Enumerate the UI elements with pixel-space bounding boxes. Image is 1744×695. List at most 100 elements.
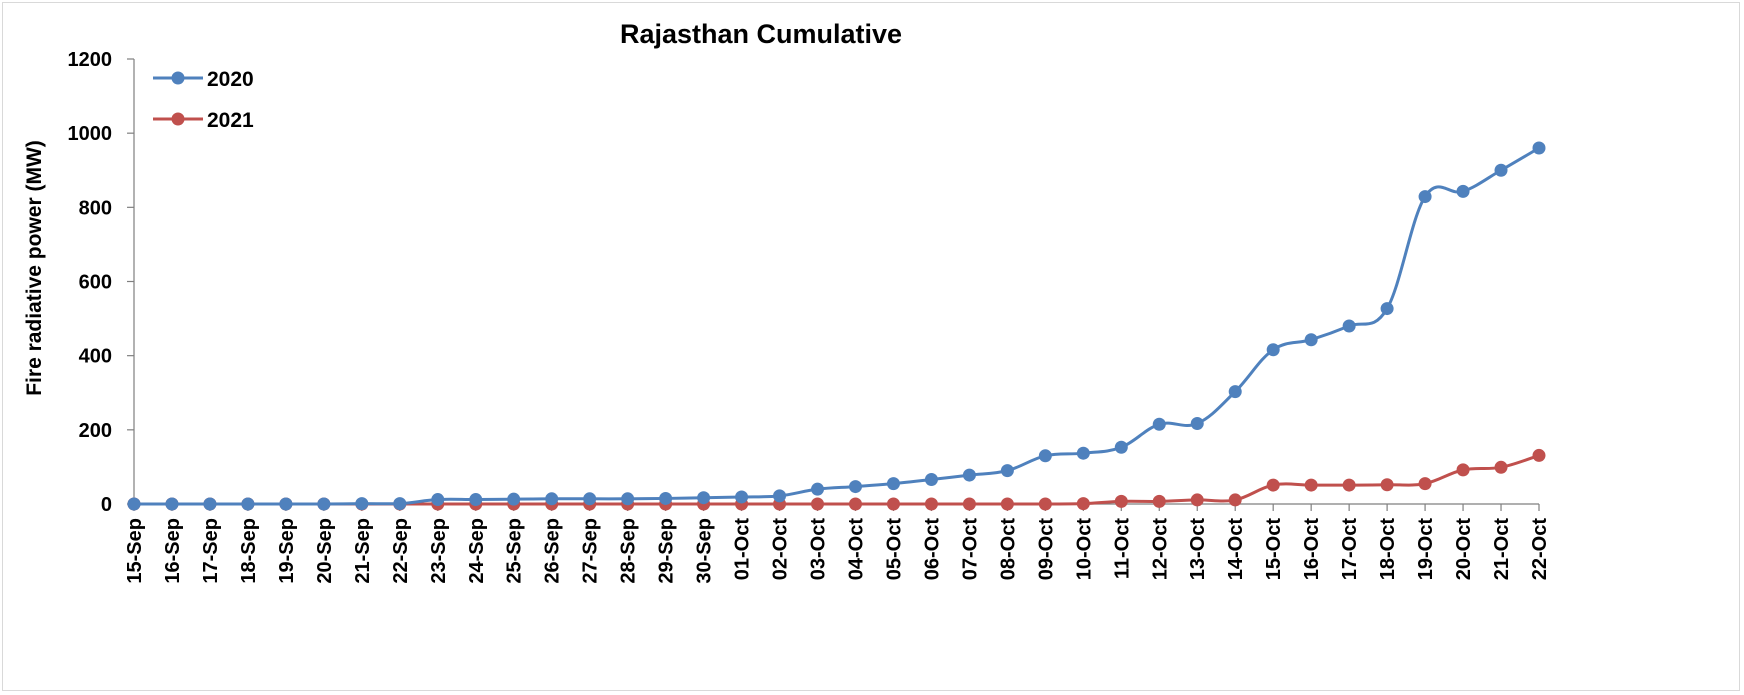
x-tick-label: 18-Oct <box>1377 518 1399 581</box>
x-tick-label: 10-Oct <box>1073 518 1095 581</box>
data-point-2021 <box>1228 493 1242 507</box>
data-point-2020 <box>1228 385 1242 399</box>
data-point-2020 <box>241 497 255 511</box>
data-point-2020 <box>545 492 559 506</box>
x-tick-label: 17-Oct <box>1339 518 1361 581</box>
data-point-2020 <box>1418 190 1432 204</box>
data-point-2021 <box>1304 478 1318 492</box>
data-point-2021 <box>1076 497 1090 511</box>
data-point-2020 <box>1494 163 1508 177</box>
data-point-2020 <box>1456 184 1470 198</box>
data-point-2021 <box>1418 477 1432 491</box>
x-tick-label: 30-Sep <box>694 518 716 584</box>
data-point-2020 <box>1266 343 1280 357</box>
data-point-2020 <box>886 477 900 491</box>
x-tick-label: 07-Oct <box>959 518 981 581</box>
y-tick-label: 400 <box>79 346 112 368</box>
x-tick-label: 03-Oct <box>808 518 830 581</box>
y-tick-label: 600 <box>79 272 112 294</box>
data-point-2020 <box>279 497 293 511</box>
data-point-2020 <box>848 480 862 494</box>
data-point-2020 <box>621 492 635 506</box>
data-point-2021 <box>1038 497 1052 511</box>
data-point-2020 <box>1380 302 1394 316</box>
line-chart: Rajasthan Cumulative Fire radiative powe… <box>23 19 1552 584</box>
data-point-2021 <box>1152 494 1166 508</box>
y-tick-label: 1200 <box>68 49 113 71</box>
data-point-2021 <box>1494 460 1508 474</box>
x-tick-label: 11-Oct <box>1111 518 1133 579</box>
x-tick-label: 17-Sep <box>200 518 222 584</box>
x-tick-label: 26-Sep <box>542 518 564 584</box>
legend-marker-2021 <box>171 112 185 126</box>
data-point-2020 <box>1190 417 1204 431</box>
data-point-2020 <box>1304 333 1318 347</box>
x-tick-label: 22-Sep <box>390 518 412 584</box>
x-tick-label: 28-Sep <box>618 518 640 584</box>
y-tick-label: 800 <box>79 197 112 219</box>
series-line-2020 <box>133 146 1540 506</box>
series-line-2021 <box>133 453 1540 506</box>
x-tick-label: 21-Sep <box>352 518 374 584</box>
data-point-2020 <box>469 493 483 507</box>
x-tick-label: 21-Oct <box>1491 518 1513 581</box>
x-tick-label: 01-Oct <box>732 518 754 581</box>
data-point-2020 <box>697 491 711 505</box>
x-tick-label: 20-Oct <box>1453 518 1475 581</box>
data-point-2021 <box>1266 478 1280 492</box>
x-tick-label: 16-Sep <box>162 518 184 584</box>
x-tick-label: 25-Sep <box>504 518 526 584</box>
x-tick-label: 12-Oct <box>1149 518 1171 581</box>
data-point-2020 <box>811 482 825 496</box>
x-tick-label: 20-Sep <box>314 518 336 584</box>
data-point-2020 <box>962 468 976 482</box>
x-tick-label: 14-Oct <box>1225 518 1247 581</box>
data-point-2020 <box>127 497 141 511</box>
x-tick-label: 02-Oct <box>770 518 792 581</box>
x-tick-label: 18-Sep <box>238 518 260 584</box>
x-tick-label: 27-Sep <box>580 518 602 584</box>
data-point-2020 <box>355 497 369 511</box>
data-point-2020 <box>317 497 331 511</box>
data-point-2021 <box>962 497 976 511</box>
x-tick-label: 13-Oct <box>1187 518 1209 581</box>
data-point-2020 <box>1114 440 1128 454</box>
data-point-2020 <box>583 492 597 506</box>
plot-area: 0 200 400 600 800 1000 1200 15-Sep 16-Sep 17-Sep 1… <box>68 49 1552 584</box>
data-point-2021 <box>1456 463 1470 477</box>
x-tick-label: 05-Oct <box>883 518 905 581</box>
data-point-2021 <box>848 497 862 511</box>
legend-marker-2020 <box>171 71 185 85</box>
data-point-2020 <box>1532 141 1546 155</box>
x-tick-label: 19-Oct <box>1415 518 1437 581</box>
data-point-2021 <box>1532 448 1546 462</box>
data-point-2020 <box>735 490 749 504</box>
data-point-2020 <box>203 497 217 511</box>
data-point-2021 <box>1114 494 1128 508</box>
data-point-2020 <box>507 492 521 506</box>
x-tick-label: 15-Oct <box>1263 518 1285 581</box>
data-point-2021 <box>811 497 825 511</box>
chart-title: Rajasthan Cumulative <box>620 19 902 49</box>
data-point-2020 <box>773 489 787 503</box>
data-point-2021 <box>1342 478 1356 492</box>
data-point-2020 <box>1000 464 1014 478</box>
y-tick-label: 200 <box>79 420 112 442</box>
legend-label-2021: 2021 <box>207 109 254 132</box>
data-point-2020 <box>1076 446 1090 460</box>
x-tick-label: 22-Oct <box>1529 518 1551 581</box>
data-point-2021 <box>1190 493 1204 507</box>
y-tick-label: 1000 <box>68 123 113 145</box>
data-point-2020 <box>1152 417 1166 431</box>
data-point-2020 <box>393 497 407 511</box>
x-tick-label: 24-Sep <box>466 518 488 584</box>
data-point-2020 <box>431 493 445 507</box>
x-tick-label: 23-Sep <box>428 518 450 584</box>
data-point-2020 <box>659 491 673 505</box>
data-point-2020 <box>1342 319 1356 333</box>
data-point-2021 <box>886 497 900 511</box>
data-point-2020 <box>924 473 938 487</box>
x-tick-label: 04-Oct <box>845 518 867 581</box>
data-point-2021 <box>1380 478 1394 492</box>
